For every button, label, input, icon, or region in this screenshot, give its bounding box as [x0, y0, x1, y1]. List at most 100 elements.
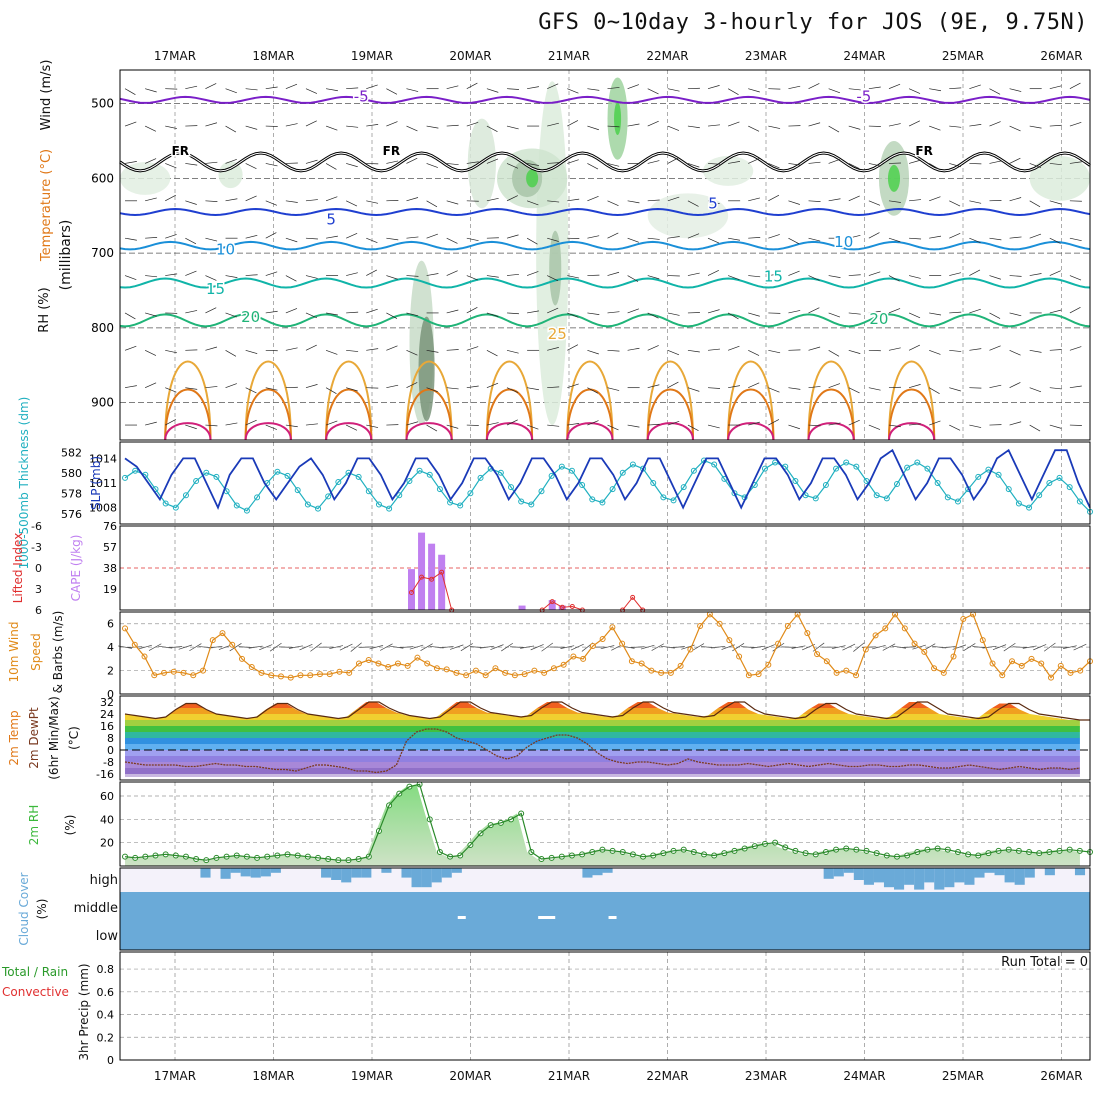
wind-barb — [748, 349, 760, 356]
wind-barb — [1009, 88, 1022, 92]
cape-bar — [518, 605, 526, 610]
wind-barb — [285, 237, 298, 243]
wind-barb — [1009, 349, 1021, 356]
cape-bar — [558, 605, 566, 610]
wind-barb — [908, 120, 921, 127]
wind-barb — [587, 420, 599, 426]
wind-barb — [1029, 163, 1042, 168]
wind-barb — [949, 163, 961, 168]
wind-barb — [245, 387, 257, 394]
surface-wind-barb — [460, 643, 473, 652]
li-tick-label: -3 — [31, 541, 42, 554]
wind-barb — [325, 349, 338, 355]
cloud-high-bar — [954, 868, 965, 883]
panel-border-cape — [119, 525, 1091, 611]
wind-barb — [788, 310, 801, 314]
temp-contour-5 — [119, 207, 1091, 217]
wind-barb — [567, 88, 579, 94]
wind-barb — [486, 88, 499, 93]
wind-barb — [205, 122, 218, 127]
wind-barb — [647, 384, 660, 389]
wind-barb — [547, 275, 559, 282]
wind-barb — [647, 160, 660, 164]
wind-barb — [989, 160, 1002, 164]
wind-barb — [748, 382, 760, 388]
wind-barb — [1049, 124, 1062, 127]
wind-barb — [989, 237, 1002, 241]
wind-barb — [326, 312, 338, 316]
cloud-high-bar — [260, 868, 271, 877]
panel-frame-pr — [119, 951, 1091, 1061]
bottom-date-label: 22MAR — [646, 1069, 688, 1083]
wind-barb — [868, 271, 881, 276]
pressure-axis-label: (millibars) — [58, 220, 74, 291]
wind-barb — [446, 309, 459, 314]
surface-wind-barb — [600, 645, 615, 650]
wind-barb — [366, 308, 378, 314]
wind-barb — [748, 275, 761, 278]
wind-barb — [908, 275, 921, 279]
cloud-high-bar — [994, 868, 1005, 876]
wind-barb — [406, 382, 418, 388]
wind-barb — [145, 197, 157, 202]
wind-barb — [1009, 236, 1022, 239]
cloud-high-bar — [934, 868, 945, 890]
temp-contour-20 — [119, 313, 1091, 328]
temp-band — [125, 720, 1080, 726]
wind-barb — [788, 85, 801, 90]
wind-barb — [366, 237, 378, 244]
wind-barb — [808, 275, 820, 281]
wind-barb — [225, 349, 237, 357]
wind-barb — [808, 200, 821, 202]
wind-barb — [707, 85, 720, 90]
surface-wind-barb — [269, 642, 282, 652]
surface-wind-barb — [329, 645, 344, 650]
wind-barb — [325, 420, 338, 426]
wind-barb — [607, 424, 619, 431]
rh-shading — [703, 155, 754, 186]
wind-barb — [888, 83, 901, 90]
wind-barb — [567, 120, 579, 127]
wind-barb — [667, 88, 680, 92]
temp-line — [124, 701, 1090, 721]
panel-border-temp — [119, 695, 1091, 781]
wind-barb — [1029, 424, 1041, 432]
wind-barb — [929, 349, 941, 355]
wind-barb — [165, 194, 176, 202]
wind-barb — [808, 307, 820, 314]
wind-barb — [446, 237, 458, 244]
wind-barb — [426, 233, 438, 239]
wind-barb — [406, 421, 419, 426]
wind-barb — [185, 310, 198, 314]
bottom-date-label: 19MAR — [351, 1069, 393, 1083]
cloud-high-bar — [331, 868, 342, 880]
cape-bar — [418, 532, 426, 610]
wind-barb — [547, 307, 559, 314]
wind-barb — [969, 84, 981, 90]
wind-barb — [1069, 346, 1082, 351]
wind-barb — [567, 344, 579, 351]
rh-shading — [647, 193, 729, 239]
wind-barb — [346, 87, 359, 90]
surface-wind-barb — [138, 644, 152, 650]
precip-tick-label: 0.2 — [97, 1031, 115, 1044]
wind-barb — [466, 306, 478, 314]
wind-barb — [346, 232, 358, 239]
wind-barb — [768, 234, 780, 239]
wind-barb — [527, 387, 539, 391]
surface-wind-barb — [711, 645, 726, 649]
wind-barb — [265, 387, 278, 391]
surface-wind-barb — [399, 646, 414, 648]
surface-wind-barb — [500, 642, 513, 652]
wind-barb — [728, 275, 740, 280]
surface-wind-barb — [409, 644, 424, 650]
wind-barb — [587, 125, 599, 131]
wind-tick-label: 4 — [107, 641, 114, 654]
wind-barb — [406, 275, 419, 277]
wind-barb — [245, 163, 257, 170]
precip-convective-label: Convective — [2, 985, 69, 999]
cloud-high-bar — [1024, 868, 1035, 878]
temp-bands — [125, 702, 1080, 777]
temp-band — [125, 732, 1080, 738]
wind-barb — [808, 122, 821, 127]
